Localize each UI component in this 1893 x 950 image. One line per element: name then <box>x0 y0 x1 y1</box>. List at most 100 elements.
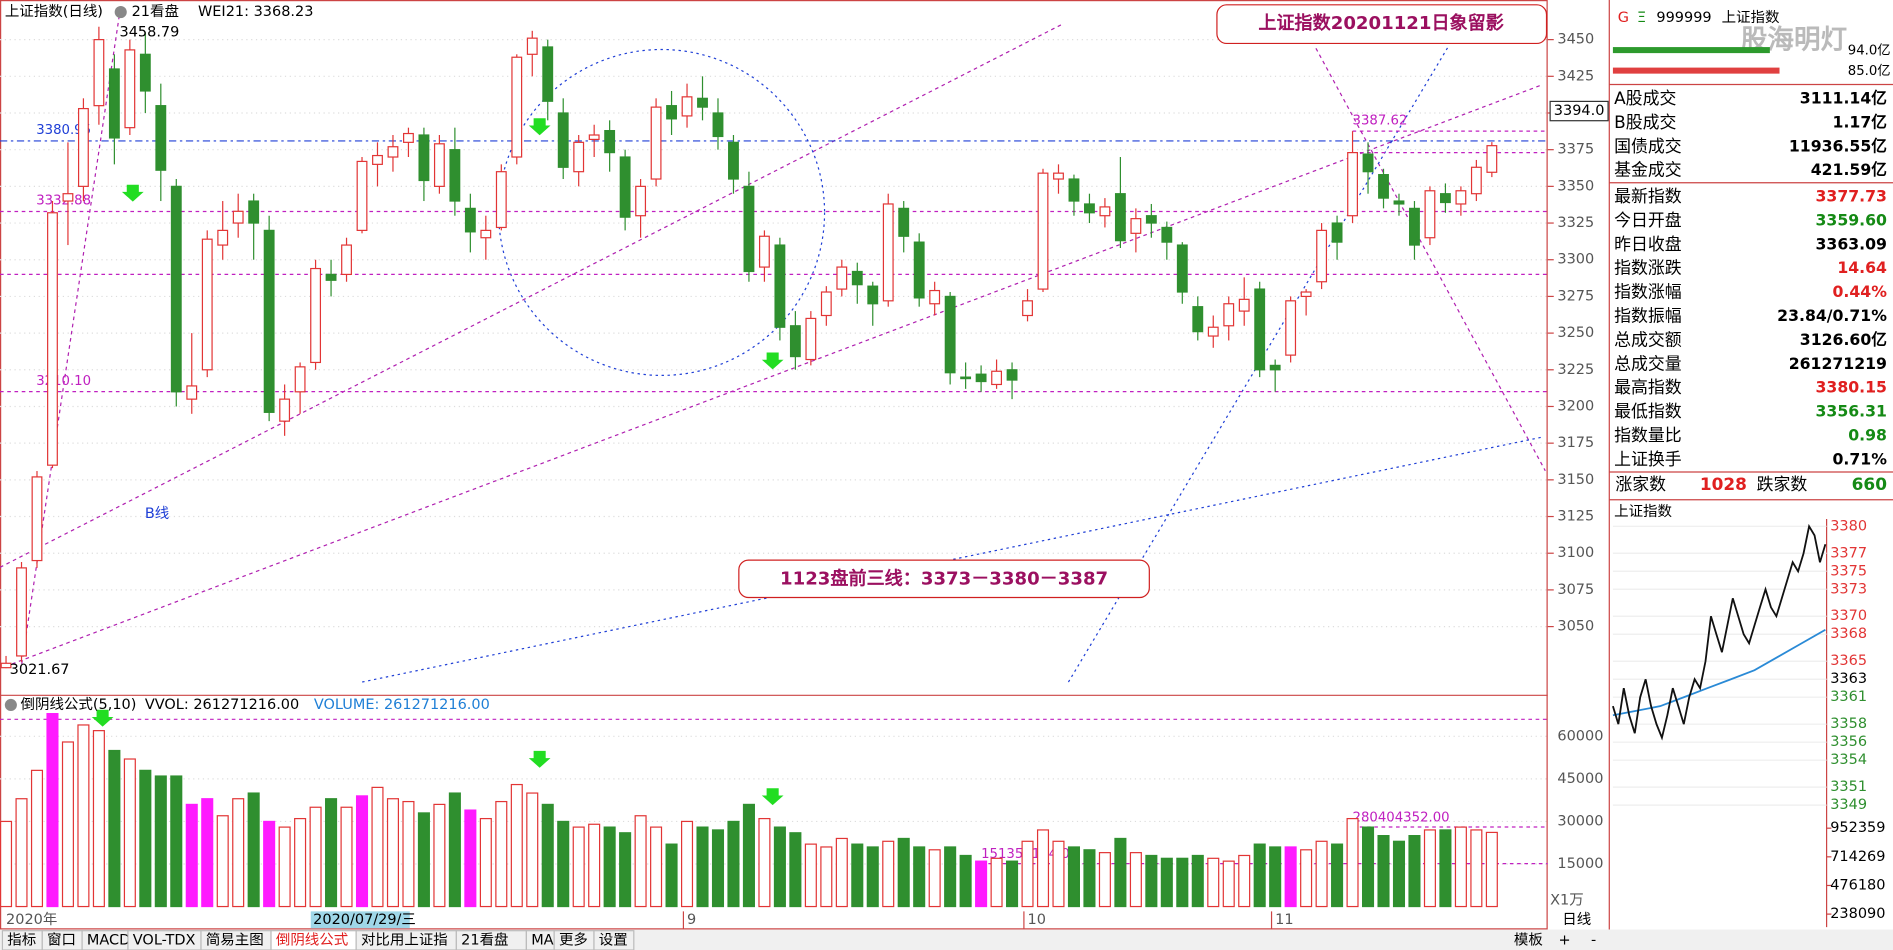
tab-template[interactable]: 模板 <box>1514 930 1543 948</box>
cursor-label: 2020/07/29/三 <box>313 912 416 928</box>
tab-label[interactable]: VOL-TDX <box>133 932 196 948</box>
quote-value: 0.44% <box>1833 282 1888 301</box>
header-wei: WEI21: 3368.23 <box>198 4 313 20</box>
candle-body <box>944 295 956 374</box>
tab-label[interactable]: MA <box>531 932 553 948</box>
volume-label: VOLUME: 261271216.00 <box>314 697 490 713</box>
candle-body <box>1254 288 1266 371</box>
candle-body <box>913 241 925 299</box>
tab-period[interactable]: 日线 <box>1562 911 1591 928</box>
volume-bar <box>804 843 817 908</box>
quote-value: 3359.60 <box>1816 210 1888 229</box>
candle-body <box>0 662 12 669</box>
volume-bar <box>1331 843 1344 908</box>
y-tick-label: 3450 <box>1557 32 1594 48</box>
candle-body <box>573 141 585 173</box>
volume-bar <box>1253 843 1266 908</box>
cursor-box <box>310 911 410 929</box>
volume-bar <box>835 837 848 908</box>
tab-label[interactable]: 简易主图 <box>206 931 264 948</box>
low-label: 3021.67 <box>10 662 70 678</box>
candle-body <box>1022 300 1033 317</box>
volume-bar <box>634 815 647 908</box>
candle-body <box>1331 222 1343 243</box>
quote-value: 3377.73 <box>1816 187 1887 206</box>
tab-label[interactable]: 窗口 <box>47 930 76 948</box>
candle-body <box>1145 215 1157 224</box>
candle-body <box>774 244 786 328</box>
x-label: 9 <box>687 912 696 928</box>
current-price: 3394.0 <box>1554 103 1605 119</box>
volume-bar <box>402 800 415 908</box>
candle-body <box>805 317 817 361</box>
volume-bar <box>170 775 183 908</box>
volume-bar <box>1470 829 1483 908</box>
mini-vol-tick-label: 476180 <box>1830 877 1885 893</box>
volume-bar <box>557 820 570 908</box>
volume-bar <box>309 806 322 908</box>
tab-label[interactable]: 设置 <box>599 931 628 948</box>
candle-body <box>1006 369 1018 381</box>
mini-tick-label: 3356 <box>1830 734 1867 750</box>
tab-plus[interactable]: + <box>1559 932 1571 948</box>
y-tick-label: 3425 <box>1557 68 1594 84</box>
volume-bar <box>990 857 1003 908</box>
quote-menu[interactable]: Ξ <box>1637 10 1646 26</box>
volume-bar <box>371 786 384 908</box>
volume-bar <box>247 792 260 908</box>
candle-body <box>77 107 89 187</box>
tab-label[interactable]: 指标 <box>7 931 36 948</box>
candle-body <box>1455 190 1467 205</box>
tab-label[interactable]: 更多 <box>559 931 588 948</box>
volume-bar <box>123 758 136 908</box>
tab-label[interactable]: MACD <box>87 932 130 948</box>
mini-tick-label: 3351 <box>1830 779 1867 795</box>
volume-bar <box>77 724 90 908</box>
tab-minus[interactable]: - <box>1591 932 1596 948</box>
candle-body <box>728 141 739 180</box>
tab-label[interactable]: 21看盘 <box>461 930 508 948</box>
quote-label: 基金成交 <box>1614 160 1682 180</box>
candle-body <box>1439 193 1451 204</box>
volume-bar <box>680 820 694 908</box>
quote-label: A股成交 <box>1614 88 1676 108</box>
volume-bar <box>1191 854 1204 908</box>
toggle-icon[interactable] <box>114 6 127 19</box>
candle-body <box>666 105 677 120</box>
tab-label[interactable]: 倒阴线公式 <box>276 931 348 948</box>
mini-tick-label: 3377 <box>1830 545 1867 561</box>
volume-bar <box>1269 846 1282 908</box>
vol-title: 倒阴线公式(5,10) <box>21 696 137 713</box>
high-label: 3458.79 <box>120 25 180 41</box>
quote-value: 3380.15 <box>1816 378 1887 397</box>
candle-body <box>929 289 941 305</box>
up-label: 涨家数 <box>1615 474 1666 494</box>
quote-label: 指数振幅 <box>1614 306 1682 326</box>
candle-body <box>310 267 322 364</box>
current-price-box <box>1549 100 1609 122</box>
quote-label: 昨日收盘 <box>1614 234 1682 254</box>
volume-bar <box>897 837 910 908</box>
quote-label: 指数量比 <box>1614 425 1682 445</box>
tab-label[interactable]: 对比用上证指 <box>361 931 448 948</box>
candle-body <box>1347 152 1358 217</box>
candle-body <box>526 37 538 55</box>
y-tick-label: 3150 <box>1557 472 1594 488</box>
y-tick-label: 3125 <box>1557 509 1594 525</box>
toggle-icon[interactable] <box>4 698 17 711</box>
quote-value: 3126.60亿 <box>1800 330 1887 349</box>
y-tick-label: 3175 <box>1557 435 1594 451</box>
quote-value: 23.84/0.71% <box>1777 306 1887 325</box>
candle-body <box>1192 306 1204 333</box>
candle-body <box>975 373 987 383</box>
volume-bar <box>1377 835 1390 908</box>
candle-body <box>1378 174 1389 199</box>
three-lines-note: 1123盘前三线：3373－3380－3387 <box>780 567 1108 589</box>
arrow <box>761 352 784 370</box>
y-tick-label: 3350 <box>1557 178 1594 194</box>
volume-bar <box>325 798 338 908</box>
volume-bar <box>1036 829 1050 908</box>
mini-tick-label: 3363 <box>1830 671 1867 687</box>
volume-bar <box>1176 857 1189 908</box>
volume-bar <box>1222 860 1235 908</box>
